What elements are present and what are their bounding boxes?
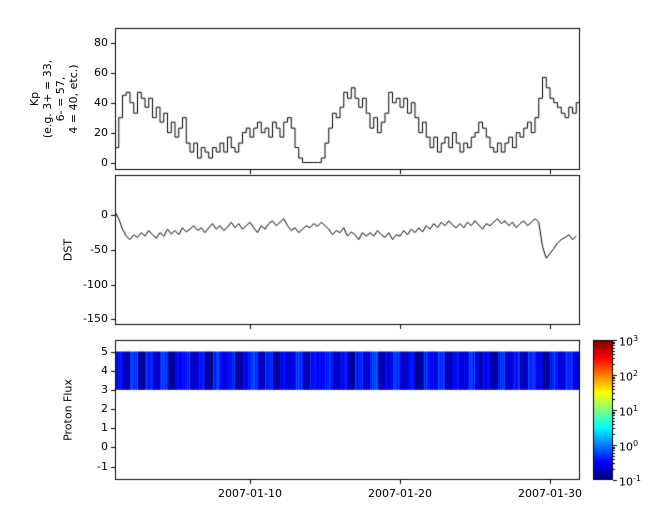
dst-axis-label: DST <box>61 238 75 262</box>
proton-flux-axis-label: Proton Flux <box>61 379 75 441</box>
kp-axis-label: Kp (e.g. 3+ = 33, 6- = 57, 4 = 40, etc.) <box>28 59 80 139</box>
